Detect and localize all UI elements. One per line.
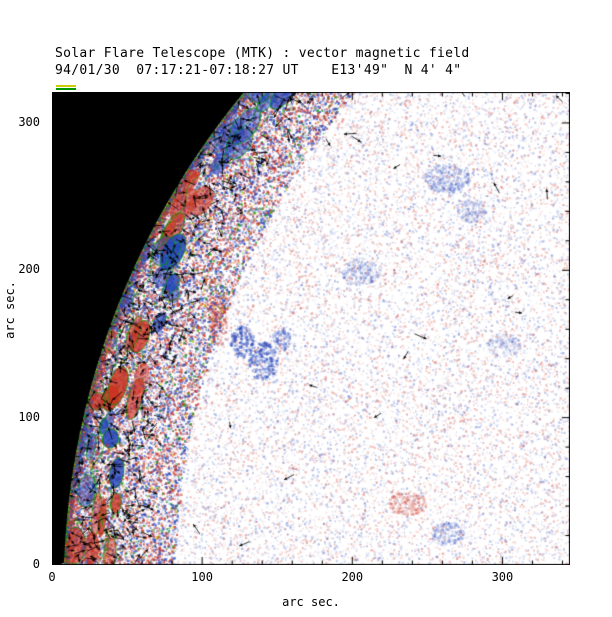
x-tick-label: 100 — [191, 570, 213, 584]
y-tick-label: 100 — [18, 409, 40, 424]
magnetogram-plot-canvas — [52, 92, 570, 565]
figure-title: Solar Flare Telescope (MTK) : vector mag… — [55, 46, 470, 61]
y-tick-label: 0 — [32, 557, 40, 571]
y-axis-label: arc sec. — [3, 281, 17, 339]
y-tick-label: 300 — [18, 114, 40, 129]
x-tick-label: 300 — [491, 570, 514, 584]
x-tick-label: 200 — [341, 570, 364, 584]
y-axis-ticks: 0 100 200 300 — [0, 92, 46, 571]
figure-subtitle: 94/01/30 07:17:21-07:18:27 UT E13'49" N … — [55, 63, 462, 78]
scale-marker — [56, 85, 76, 90]
scale-marker-top-bar — [56, 85, 76, 87]
x-tick-label: 0 — [48, 570, 56, 584]
x-axis-ticks: 0 100 200 300 — [48, 570, 570, 586]
y-tick-label: 200 — [18, 262, 40, 277]
scale-marker-bottom-bar — [56, 88, 76, 90]
x-axis-label: arc sec. — [282, 595, 340, 609]
